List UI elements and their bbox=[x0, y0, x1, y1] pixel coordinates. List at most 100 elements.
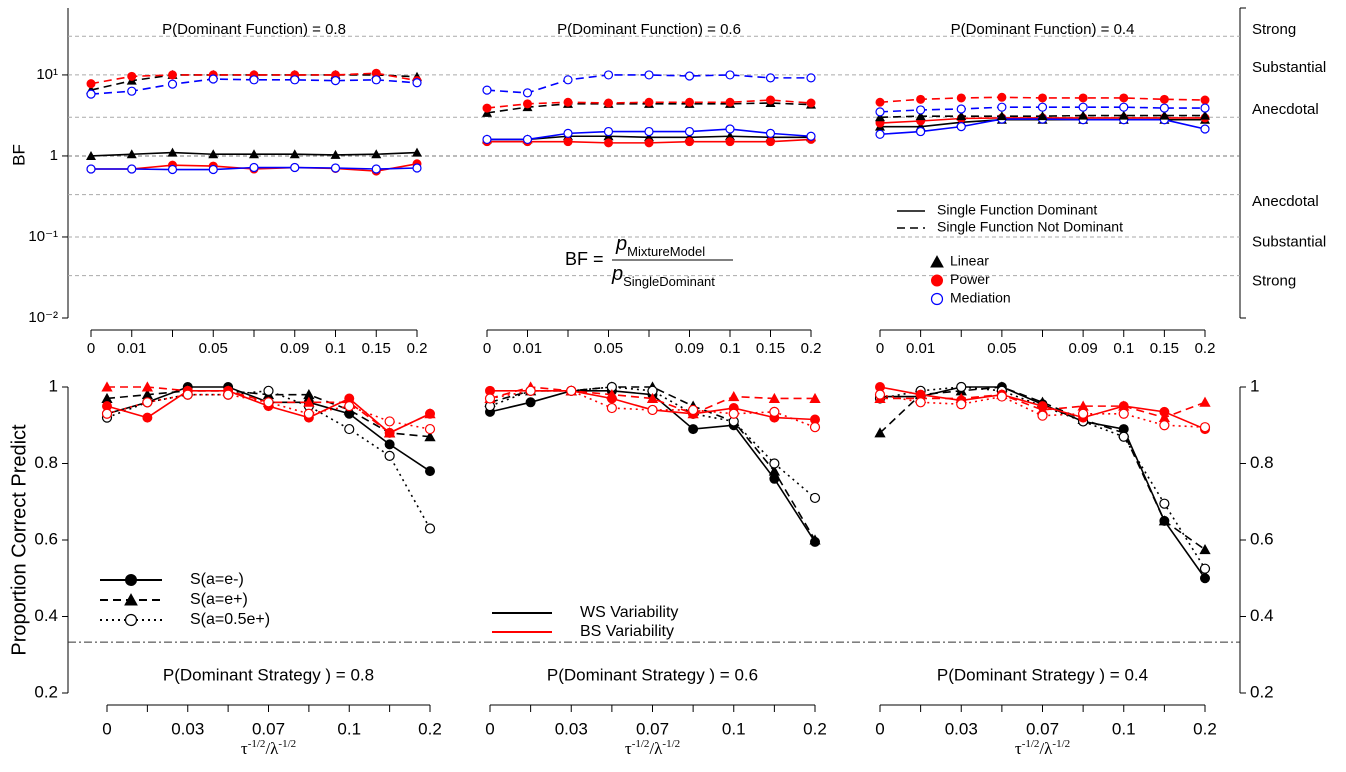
marker bbox=[1118, 400, 1130, 411]
marker bbox=[956, 111, 967, 121]
legend-label: BS Variability bbox=[580, 623, 674, 640]
x-axis-title: τ-1/2/λ-1/2 bbox=[1015, 738, 1070, 758]
marker bbox=[1078, 102, 1088, 112]
x-tick-label: 0.07 bbox=[1026, 719, 1059, 738]
marker bbox=[249, 162, 259, 173]
marker bbox=[484, 393, 496, 404]
marker bbox=[769, 406, 780, 417]
series-line bbox=[489, 386, 815, 415]
marker bbox=[566, 385, 577, 396]
x-tick-label: 0.01 bbox=[906, 340, 935, 357]
marker bbox=[208, 74, 218, 84]
x-axis-title-part: τ bbox=[1015, 739, 1022, 758]
marker bbox=[1078, 110, 1089, 120]
marker bbox=[644, 132, 654, 142]
panel-title: P(Dominant Function) = 0.6 bbox=[557, 21, 741, 38]
series-line bbox=[879, 386, 1206, 570]
marker bbox=[1159, 94, 1169, 104]
x-axis-title-part: τ bbox=[241, 739, 248, 758]
marker bbox=[1159, 498, 1170, 509]
x-tick-label: 0.1 bbox=[722, 719, 746, 738]
x-tick-label: 0.15 bbox=[1150, 340, 1179, 357]
marker bbox=[685, 137, 694, 147]
x-axis-title-part: τ bbox=[625, 739, 632, 758]
marker bbox=[765, 128, 776, 138]
y-tick-label: 10⁻¹ bbox=[28, 228, 58, 245]
marker bbox=[1118, 408, 1129, 419]
marker bbox=[684, 71, 695, 81]
marker bbox=[1200, 110, 1210, 120]
legend-label: Power bbox=[950, 271, 990, 287]
marker bbox=[223, 389, 234, 400]
marker bbox=[766, 95, 775, 105]
marker bbox=[644, 138, 654, 148]
marker bbox=[208, 164, 218, 175]
x-axis-title-part: -1/2 bbox=[278, 738, 296, 750]
marker bbox=[769, 458, 780, 469]
x-tick-label: 0.09 bbox=[280, 340, 309, 357]
marker bbox=[124, 593, 138, 606]
marker bbox=[371, 75, 381, 85]
y2-tick-label: 0.8 bbox=[1250, 453, 1274, 472]
x-tick-label: 0.01 bbox=[117, 340, 146, 357]
x-axis-title-part: -1/2 bbox=[632, 738, 650, 750]
marker bbox=[646, 392, 659, 403]
marker bbox=[412, 163, 422, 173]
y2-tick-label: Strong bbox=[1252, 273, 1296, 290]
panel-title: P(Dominant Strategy ) = 0.6 bbox=[547, 665, 758, 684]
y2-tick-label: 1 bbox=[1250, 376, 1259, 395]
marker bbox=[809, 422, 821, 433]
formula-symbol: p bbox=[611, 263, 623, 285]
x-tick-label: 0.2 bbox=[407, 340, 428, 357]
marker bbox=[289, 149, 300, 159]
marker bbox=[86, 79, 96, 89]
y2-tick-label: Strong bbox=[1252, 21, 1296, 38]
marker bbox=[996, 111, 1007, 121]
y2-tick-label: 0.2 bbox=[1250, 682, 1274, 701]
x-tick-label: 0 bbox=[875, 719, 884, 738]
y-tick-label: 0.8 bbox=[34, 453, 58, 472]
x-tick-label: 0.07 bbox=[636, 719, 669, 738]
marker bbox=[1159, 103, 1169, 113]
x-tick-label: 0.05 bbox=[987, 340, 1016, 357]
marker bbox=[127, 71, 137, 81]
marker bbox=[101, 381, 113, 392]
series-line bbox=[106, 393, 431, 430]
y2-tick-label: 0.6 bbox=[1250, 529, 1274, 548]
marker bbox=[167, 164, 178, 175]
marker bbox=[1118, 431, 1129, 442]
marker bbox=[765, 73, 776, 83]
x-tick-label: 0.07 bbox=[252, 719, 285, 738]
marker bbox=[563, 97, 573, 107]
marker bbox=[809, 392, 821, 403]
marker bbox=[330, 149, 341, 159]
x-tick-label: 0.1 bbox=[1112, 719, 1136, 738]
marker bbox=[563, 75, 573, 85]
marker bbox=[725, 97, 735, 107]
y-tick-label: 1 bbox=[50, 147, 58, 164]
x-tick-label: 0.03 bbox=[171, 719, 204, 738]
marker bbox=[330, 76, 341, 86]
y-tick-label: 10⁻² bbox=[28, 309, 58, 326]
y-tick-label: 0.4 bbox=[34, 606, 58, 625]
marker bbox=[303, 408, 314, 419]
marker bbox=[1199, 396, 1211, 407]
x-tick-label: 0.03 bbox=[555, 719, 588, 738]
marker bbox=[1200, 124, 1210, 134]
x-tick-label: 0 bbox=[102, 719, 111, 738]
marker bbox=[384, 427, 396, 438]
x-tick-label: 0.2 bbox=[801, 340, 822, 357]
marker bbox=[182, 389, 193, 400]
series-line bbox=[489, 390, 816, 428]
legend-label: Linear bbox=[950, 253, 989, 269]
formula-subscript: SingleDominant bbox=[623, 274, 715, 289]
marker bbox=[142, 397, 153, 408]
marker bbox=[127, 86, 137, 96]
marker bbox=[1078, 93, 1088, 103]
y2-tick-label: Anecdotal bbox=[1252, 193, 1319, 210]
marker bbox=[684, 126, 695, 137]
x-axis-title-part: /λ bbox=[649, 739, 663, 758]
marker bbox=[997, 102, 1007, 112]
marker bbox=[768, 465, 780, 476]
formula-lhs: BF = bbox=[565, 249, 604, 269]
